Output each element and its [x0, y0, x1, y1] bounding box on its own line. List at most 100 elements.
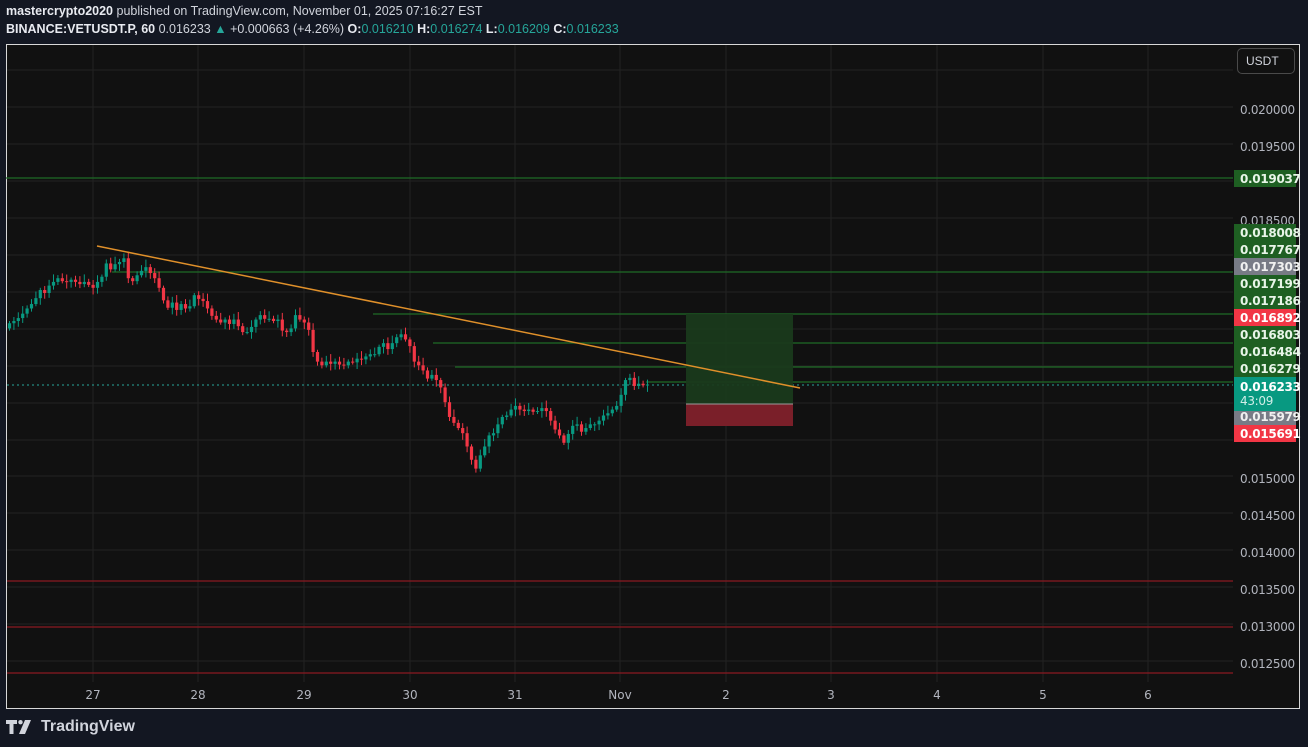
candle-up[interactable]	[606, 413, 610, 416]
candle-up[interactable]	[505, 415, 509, 417]
candle-down[interactable]	[469, 446, 474, 460]
candle-down[interactable]	[425, 370, 430, 379]
candle-up[interactable]	[117, 261, 122, 265]
candle-up[interactable]	[38, 290, 42, 299]
candle-up[interactable]	[610, 409, 614, 414]
candle-up[interactable]	[293, 315, 298, 329]
candle-down[interactable]	[148, 267, 152, 274]
candle-down[interactable]	[161, 287, 166, 301]
candle-down[interactable]	[549, 411, 553, 421]
candle-down[interactable]	[412, 346, 416, 362]
candle-down[interactable]	[214, 315, 218, 320]
candle-up[interactable]	[179, 304, 183, 310]
candle-up[interactable]	[364, 356, 368, 360]
candle-up[interactable]	[377, 346, 381, 355]
candle-up[interactable]	[170, 302, 174, 308]
candle-up[interactable]	[346, 361, 350, 366]
candle-down[interactable]	[553, 420, 557, 430]
candle-down[interactable]	[280, 319, 284, 331]
candle-up[interactable]	[82, 281, 86, 285]
candle-up[interactable]	[276, 319, 280, 322]
candle-down[interactable]	[73, 279, 78, 282]
candle-down[interactable]	[241, 326, 245, 333]
candle-up[interactable]	[628, 377, 632, 381]
candle-down[interactable]	[641, 383, 645, 386]
candle-down[interactable]	[263, 315, 267, 319]
candle-up[interactable]	[100, 276, 104, 282]
candle-up[interactable]	[188, 306, 192, 309]
candle-up[interactable]	[34, 298, 38, 305]
candle-down[interactable]	[166, 300, 170, 308]
candle-down[interactable]	[153, 273, 157, 279]
candle-up[interactable]	[571, 425, 575, 434]
candle-up[interactable]	[390, 343, 394, 350]
candle-up[interactable]	[381, 343, 386, 347]
candle-down[interactable]	[302, 319, 306, 323]
candle-down[interactable]	[298, 315, 302, 320]
candle-down[interactable]	[183, 304, 188, 309]
candle-up[interactable]	[478, 455, 482, 469]
candle-down[interactable]	[386, 343, 390, 350]
candle-down[interactable]	[175, 302, 179, 310]
candle-down[interactable]	[219, 319, 223, 323]
candle-down[interactable]	[315, 352, 320, 362]
candle-down[interactable]	[109, 263, 113, 270]
candle-down[interactable]	[197, 295, 201, 299]
candle-up[interactable]	[373, 354, 377, 356]
candle-up[interactable]	[113, 264, 117, 270]
candle-up[interactable]	[249, 326, 254, 333]
candle-down[interactable]	[311, 329, 315, 353]
candle-up[interactable]	[513, 405, 518, 410]
candle-up[interactable]	[395, 337, 399, 344]
candle-down[interactable]	[78, 281, 82, 285]
candle-down[interactable]	[434, 374, 438, 381]
candle-up[interactable]	[615, 405, 619, 410]
candle-up[interactable]	[593, 424, 597, 426]
candle-up[interactable]	[619, 394, 623, 406]
candle-down[interactable]	[579, 424, 584, 432]
candle-down[interactable]	[531, 409, 535, 412]
candle-down[interactable]	[285, 330, 289, 333]
candle-down[interactable]	[421, 365, 425, 371]
candle-up[interactable]	[56, 278, 60, 282]
candle-up[interactable]	[12, 321, 16, 324]
candle-up[interactable]	[47, 285, 51, 293]
candle-down[interactable]	[337, 361, 342, 365]
candle-up[interactable]	[483, 446, 487, 456]
candle-up[interactable]	[254, 319, 258, 327]
candle-down[interactable]	[443, 387, 447, 403]
candle-up[interactable]	[7, 323, 12, 329]
candle-up[interactable]	[245, 332, 249, 334]
candle-down[interactable]	[562, 435, 566, 443]
candle-up[interactable]	[601, 415, 606, 421]
candle-up[interactable]	[232, 319, 236, 324]
candle-up[interactable]	[95, 281, 100, 288]
candle-up[interactable]	[16, 318, 20, 322]
candle-up[interactable]	[637, 383, 641, 386]
candle-down[interactable]	[417, 361, 421, 366]
candle-down[interactable]	[131, 278, 135, 282]
candle-up[interactable]	[223, 319, 227, 323]
candle-up[interactable]	[69, 279, 73, 282]
candle-down[interactable]	[632, 377, 636, 386]
candle-down[interactable]	[465, 433, 469, 447]
chart-frame[interactable]	[6, 44, 1300, 709]
candle-down[interactable]	[43, 290, 47, 293]
candle-up[interactable]	[575, 424, 579, 426]
candle-down[interactable]	[474, 459, 478, 469]
candle-up[interactable]	[324, 361, 328, 366]
candle-up[interactable]	[144, 267, 148, 271]
candle-down[interactable]	[87, 281, 91, 285]
candle-down[interactable]	[91, 284, 95, 288]
candle-down[interactable]	[320, 361, 324, 366]
candle-up[interactable]	[399, 334, 403, 338]
candle-down[interactable]	[210, 308, 214, 316]
candle-up[interactable]	[192, 295, 196, 307]
candle-down[interactable]	[201, 298, 205, 302]
candle-down[interactable]	[126, 258, 130, 279]
candle-up[interactable]	[491, 433, 496, 436]
candle-up[interactable]	[333, 361, 337, 364]
candle-down[interactable]	[408, 339, 412, 347]
candle-down[interactable]	[518, 405, 522, 410]
